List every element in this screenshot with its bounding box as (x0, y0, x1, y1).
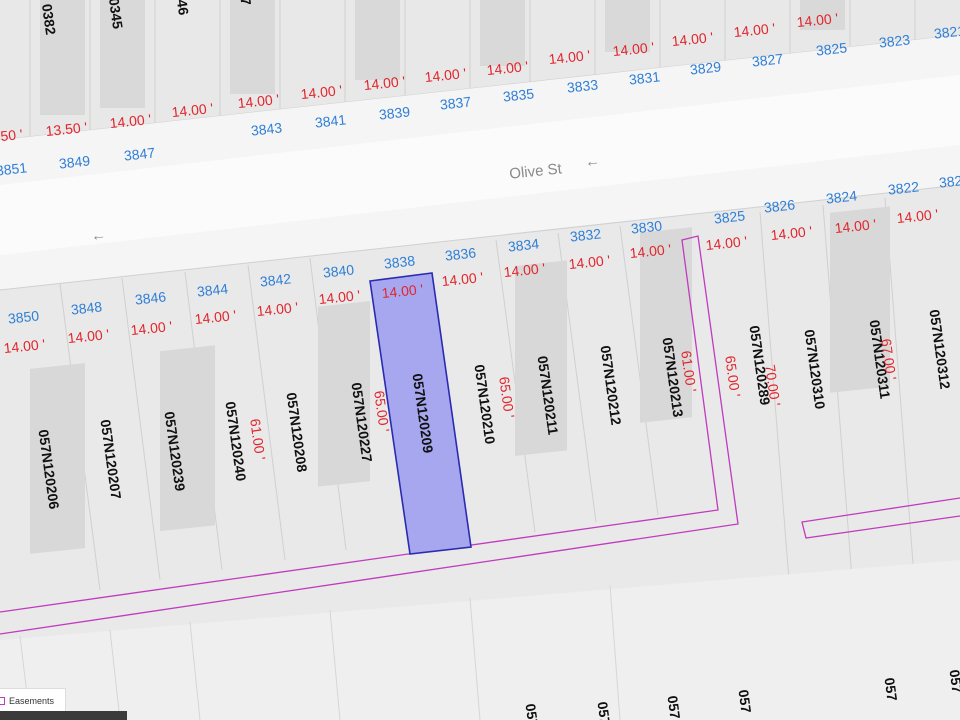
address-label: 3846 (134, 288, 167, 307)
address-label: 3832 (569, 225, 602, 244)
address-label: 3829 (689, 58, 722, 77)
address-label: 3847 (123, 144, 156, 163)
dimension-label: 14.00 ' (424, 65, 467, 85)
address-label: 3831 (628, 68, 661, 87)
dimension-label: 14.00 ' (896, 206, 939, 226)
dimension-label: 14.00 ' (381, 281, 424, 301)
street-arrow-east-icon: ← (584, 152, 601, 170)
address-label: 3850 (7, 307, 40, 326)
dimension-label: 14.00 ' (629, 241, 672, 261)
depth-dimension-label: 61.00 ' (678, 350, 700, 393)
dimension-label: 14.00 ' (109, 111, 152, 131)
parcel-id-label: 46 (174, 0, 192, 16)
address-label: 3843 (250, 119, 283, 138)
parcel-id-label: 057 (946, 669, 960, 695)
south-block (0, 184, 960, 720)
address-label: 3830 (630, 217, 663, 236)
dimension-label: 14.00 ' (194, 307, 237, 327)
address-label: 3826 (763, 196, 796, 215)
depth-dimension-label: 61.00 ' (247, 418, 269, 461)
address-label: 3825 (815, 39, 848, 58)
address-label: 3838 (383, 252, 416, 271)
dimension-label: 14.00 ' (733, 20, 776, 40)
dimension-label: 14.00 ' (770, 223, 813, 243)
address-label: 3820 (938, 171, 960, 190)
bottom-toolbar[interactable] (0, 711, 127, 720)
address-label: 3836 (444, 244, 477, 263)
address-label: 3844 (196, 280, 229, 299)
dimension-label: 14.00 ' (486, 58, 529, 78)
dimension-label: 14.00 ' (130, 318, 173, 338)
parcel-id-label: 0382 (39, 3, 59, 36)
dimension-label: 14.00 ' (503, 260, 546, 280)
depth-dimension-label: 70.00 ' (762, 364, 784, 407)
dimension-label: 14.00 ' (256, 299, 299, 319)
dimension-label: 14.00 ' (363, 73, 406, 93)
address-label: 3827 (751, 50, 784, 69)
dimension-label: 50 ' (0, 126, 23, 144)
parcel-id-label: 057 (735, 689, 754, 715)
address-label: 3834 (507, 235, 540, 254)
depth-dimension-label: 65.00 ' (371, 390, 393, 433)
parcel-id-label: 7 (237, 0, 254, 6)
street-name-label: Olive St (509, 160, 564, 182)
address-label: 3825 (713, 207, 746, 226)
address-label: 3822 (887, 178, 920, 197)
address-label: 3842 (259, 270, 292, 289)
address-label: 3824 (825, 187, 858, 206)
dimension-label: 14.00 ' (671, 29, 714, 49)
dimension-label: 14.00 ' (318, 287, 361, 307)
dimension-label: 14.00 ' (237, 91, 280, 111)
address-label: 3841 (314, 111, 347, 130)
parcel-id-label: 057 (522, 703, 541, 720)
address-label: 3851 (0, 159, 28, 178)
dimension-label: 14.00 ' (171, 100, 214, 120)
dimension-label: 14.00 ' (67, 326, 110, 346)
easement-lines (0, 235, 960, 635)
dimension-label: 14.00 ' (441, 269, 484, 289)
parcel-id-label: 057 (664, 695, 683, 720)
address-label: 3837 (439, 93, 472, 112)
parcel-id-label: 057 (881, 677, 900, 703)
easement-swatch-icon (0, 697, 5, 705)
depth-dimension-label: 67.00 ' (878, 338, 900, 381)
dimension-label: 14.00 ' (300, 82, 343, 102)
parcel-id-label: 0345 (106, 0, 126, 30)
dimension-label: 14.00 ' (568, 252, 611, 272)
dimension-label: 14.00 ' (834, 216, 877, 236)
easements-label: Easements (9, 696, 55, 706)
dimension-label: 14.00 ' (796, 10, 839, 30)
address-label: 3849 (58, 152, 91, 171)
dimension-label: 14.00 ' (612, 39, 655, 59)
dimension-label: 13.50 ' (45, 119, 88, 139)
address-label: 3833 (566, 76, 599, 95)
address-label: 3823 (878, 31, 911, 50)
address-label: 3821 (933, 22, 960, 41)
address-label: 3848 (70, 298, 103, 317)
address-label: 3835 (502, 85, 535, 104)
depth-dimension-label: 65.00 ' (496, 376, 518, 419)
dimension-label: 14.00 ' (548, 47, 591, 67)
selected-parcel[interactable] (369, 272, 472, 555)
dimension-label: 14.00 ' (3, 336, 46, 356)
address-label: 3840 (322, 261, 355, 280)
parcel-id-label: 057 (594, 701, 613, 720)
street-arrow-west-icon: ← (90, 226, 107, 244)
dimension-label: 14.00 ' (705, 233, 748, 253)
address-label: 3839 (378, 103, 411, 122)
depth-dimension-label: 65.00 ' (722, 355, 744, 398)
